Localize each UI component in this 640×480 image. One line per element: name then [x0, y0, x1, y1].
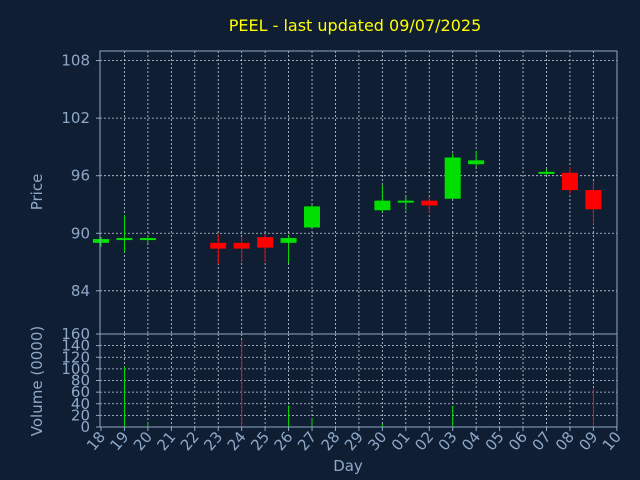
- candle-body: [561, 172, 578, 191]
- x-tick-label: 23: [200, 428, 226, 454]
- candle-body: [374, 200, 391, 211]
- x-tick-label: 02: [411, 428, 437, 454]
- candle-body: [304, 206, 321, 228]
- price-tick-label: 90: [71, 224, 90, 242]
- x-tick-label: 24: [224, 428, 250, 454]
- x-tick-label: 20: [130, 428, 156, 454]
- price-panel: 84 90 96 102 108: [61, 50, 618, 335]
- volume-tick-label: 160: [61, 325, 90, 343]
- volume-tick-label: 40: [71, 395, 90, 413]
- x-tick-label: 09: [575, 428, 601, 454]
- chart-title: PEEL - last updated 09/07/2025: [229, 16, 482, 35]
- volume-tick-label: 140: [61, 337, 90, 355]
- x-axis-label: Day: [333, 457, 363, 475]
- candle-body: [233, 242, 250, 249]
- volume-tick-label: 60: [71, 383, 90, 401]
- x-tick-label: 27: [294, 428, 320, 454]
- price-tick-label: 108: [61, 52, 90, 70]
- candle-body: [210, 242, 227, 249]
- x-tick-label: 26: [271, 428, 297, 454]
- x-tick-label: 04: [458, 428, 484, 454]
- x-tick-label: 22: [177, 428, 203, 454]
- x-tick-label: 03: [435, 428, 461, 454]
- volume-tick-label: 80: [71, 372, 90, 390]
- candle-body: [93, 239, 109, 243]
- price-axis-label: Price: [28, 174, 46, 211]
- x-tick-label: 05: [482, 428, 508, 454]
- x-tick-label: 06: [505, 428, 531, 454]
- x-tick-label: 21: [153, 428, 179, 454]
- candle-body: [397, 200, 414, 203]
- price-tick-label: 102: [61, 109, 90, 127]
- candle-body: [444, 157, 461, 199]
- volume-axis-label: Volume (0000): [28, 326, 46, 436]
- x-tick-label: 01: [388, 428, 414, 454]
- x-tick-label: 19: [106, 428, 132, 454]
- candle-body: [139, 238, 156, 241]
- candle-body: [116, 238, 133, 241]
- candle-body: [585, 190, 602, 210]
- x-tick-label: 08: [552, 428, 578, 454]
- volume-tick-label: 120: [61, 348, 90, 366]
- price-tick-label: 84: [71, 282, 90, 300]
- x-tick-label: 30: [364, 428, 390, 454]
- price-frame: [99, 50, 618, 335]
- x-tick-label: 10: [599, 428, 625, 454]
- candle-body: [468, 160, 485, 165]
- x-tick-labels: 1819202122232425262728293001020304050607…: [83, 427, 625, 454]
- candle-body: [257, 237, 274, 248]
- x-tick-label: 07: [528, 428, 554, 454]
- volume-tick-label: 20: [71, 406, 90, 424]
- candle-body: [421, 200, 438, 206]
- volume-tick-label: 100: [61, 360, 90, 378]
- candle-body: [280, 238, 297, 243]
- x-tick-label: 28: [317, 428, 343, 454]
- candle-body: [538, 171, 555, 174]
- x-tick-label: 25: [247, 428, 273, 454]
- price-tick-label: 96: [71, 167, 90, 185]
- x-tick-label: 29: [341, 428, 367, 454]
- volume-tick-label: 0: [80, 418, 90, 436]
